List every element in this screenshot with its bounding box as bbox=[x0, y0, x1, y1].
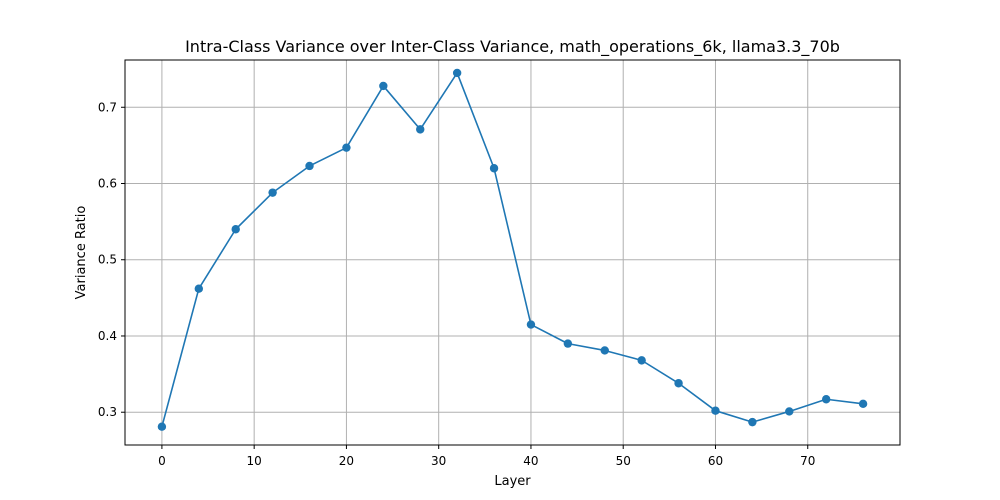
x-tick-label: 0 bbox=[158, 454, 166, 468]
data-point bbox=[268, 188, 277, 197]
series-line bbox=[161, 72, 864, 427]
chart-title: Intra-Class Variance over Inter-Class Va… bbox=[185, 37, 840, 57]
data-point bbox=[231, 225, 240, 234]
x-tick-label: 70 bbox=[800, 454, 815, 468]
data-point bbox=[748, 417, 757, 427]
plot-frame bbox=[124, 59, 901, 446]
data-point bbox=[674, 379, 683, 388]
series-line-group bbox=[161, 72, 864, 427]
grid-lines bbox=[125, 60, 900, 445]
axis-ticks: 0 10 20 30 40 50 60 70 0.3 0.4 0.5 0.6 0.7 bbox=[98, 100, 815, 468]
data-point bbox=[157, 422, 167, 431]
data-point bbox=[305, 161, 314, 171]
data-point bbox=[452, 68, 462, 78]
data-points bbox=[157, 68, 868, 431]
x-tick-label: 20 bbox=[339, 454, 354, 468]
data-point bbox=[379, 81, 388, 91]
data-point bbox=[416, 125, 425, 134]
data-point bbox=[526, 320, 536, 329]
y-tick-label: 0.7 bbox=[98, 100, 117, 114]
data-point bbox=[600, 346, 609, 355]
x-tick-label: 40 bbox=[523, 454, 538, 468]
data-point bbox=[711, 406, 720, 415]
data-point bbox=[858, 399, 868, 409]
y-axis-label: Variance Ratio bbox=[74, 206, 89, 300]
data-point bbox=[489, 164, 499, 173]
data-point bbox=[342, 143, 351, 152]
x-tick-label: 30 bbox=[431, 454, 446, 468]
x-tick-label: 60 bbox=[708, 454, 723, 468]
data-point bbox=[563, 339, 573, 348]
x-tick-label: 50 bbox=[616, 454, 631, 468]
y-tick-label: 0.3 bbox=[98, 405, 117, 419]
data-point bbox=[194, 284, 204, 293]
x-axis-label: Layer bbox=[494, 474, 531, 489]
data-point bbox=[637, 356, 646, 365]
y-tick-label: 0.4 bbox=[98, 329, 117, 343]
x-tick-label: 10 bbox=[247, 454, 262, 468]
data-point bbox=[821, 395, 831, 404]
data-point bbox=[785, 407, 794, 416]
y-tick-label: 0.5 bbox=[98, 253, 117, 267]
y-tick-label: 0.6 bbox=[98, 177, 117, 191]
